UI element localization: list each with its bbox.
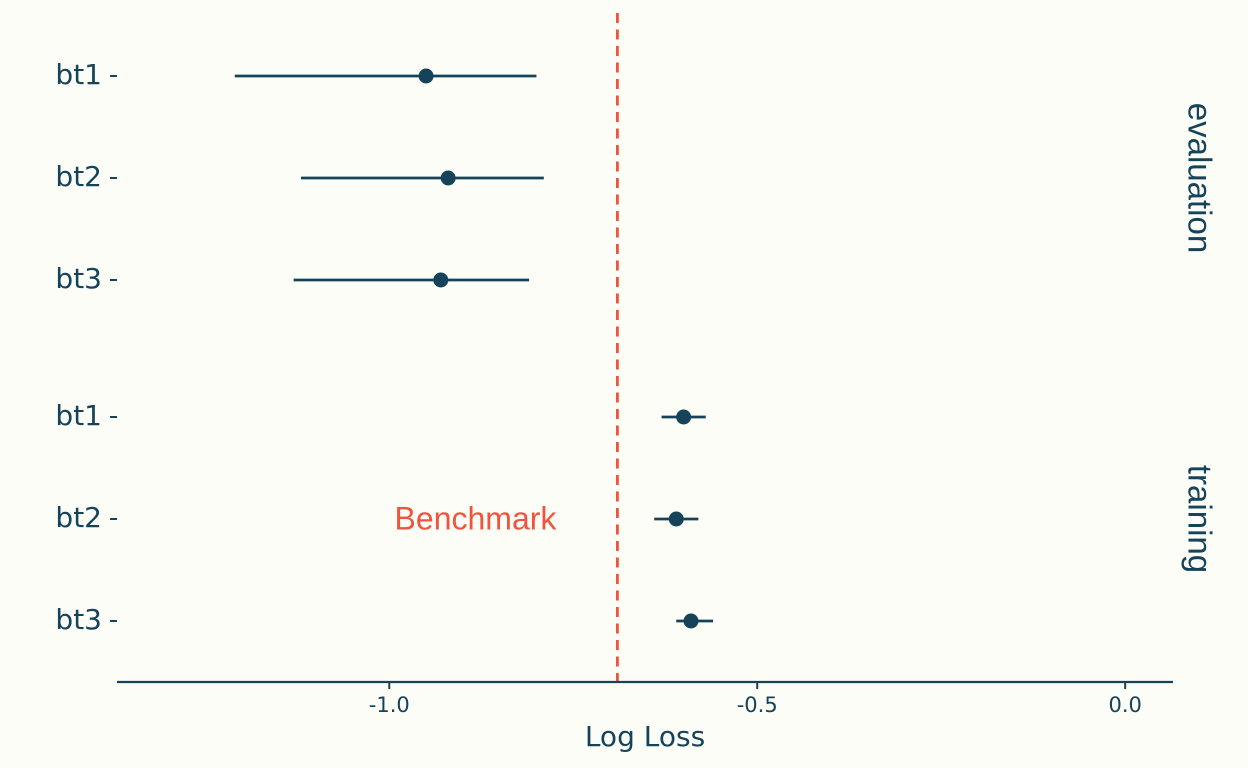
row-training-bt3 [676,613,714,629]
y-tick-label: bt2 [55,501,102,534]
point-estimate [440,170,456,186]
point-estimate [676,409,692,425]
y-axis: bt1 bt2 bt3 bt1 bt2 bt3 [55,58,117,636]
row-evaluation-bt1 [234,68,537,84]
x-axis: -1.0 -0.5 0.0 Log Loss [117,680,1173,753]
row-training-bt1 [661,409,706,425]
point-estimate [418,68,434,84]
y-tick-label: bt1 [55,58,102,91]
facet-label-evaluation: evaluation [1181,103,1218,253]
y-tick-label: bt3 [55,262,102,295]
y-tick-label: bt2 [55,160,102,193]
row-evaluation-bt2 [300,170,544,186]
y-tick-label: bt1 [55,399,102,432]
x-axis-title: Log Loss [585,720,705,753]
facet-evaluation [234,68,544,288]
facet-training [654,409,714,629]
y-tick-label: bt3 [55,603,102,636]
row-evaluation-bt3 [293,272,530,288]
benchmark-label: Benchmark [395,500,558,536]
point-estimate [683,613,699,629]
facet-strips: evaluation training [1181,103,1218,573]
x-tick-label: 0.0 [1108,693,1141,717]
row-training-bt2 [654,511,699,527]
point-estimate [433,272,449,288]
point-estimate [668,511,684,527]
x-tick-label: -1.0 [369,693,410,717]
reference-layer: Benchmark [395,13,619,682]
x-tick-label: -0.5 [737,693,778,717]
facet-label-training: training [1181,465,1218,573]
marks-layer [234,68,714,629]
